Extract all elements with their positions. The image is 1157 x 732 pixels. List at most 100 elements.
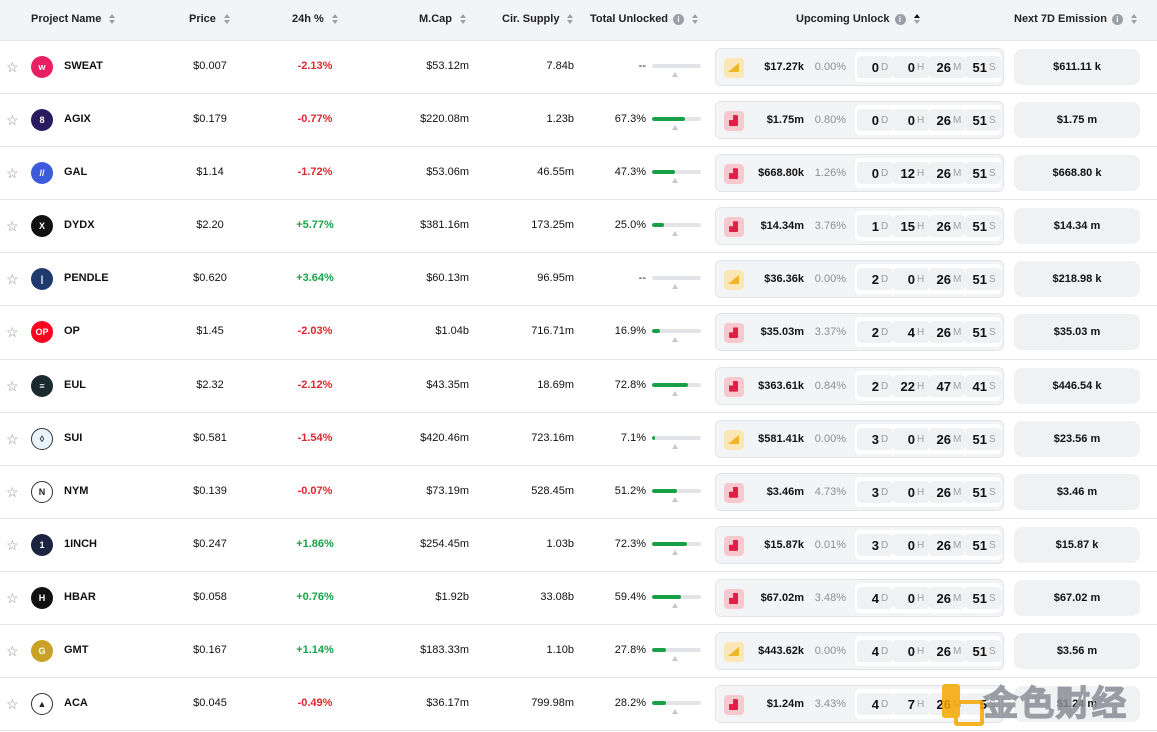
- table-row[interactable]: ☆ X DYDX $2.20 +5.77% $381.16m 173.25m 25.0% $14…: [0, 200, 1157, 254]
- token-symbol[interactable]: NYM: [64, 484, 89, 497]
- table-row[interactable]: ☆ 1 1INCH $0.247 +1.86% $254.45m 1.03b 72.3% $15…: [0, 519, 1157, 572]
- token-symbol[interactable]: OP: [64, 325, 80, 338]
- upcoming-unlock-card[interactable]: $581.41k 0.00% 3 D 0 H 26 M 51 S: [715, 419, 1004, 458]
- star-icon[interactable]: ☆: [6, 165, 19, 182]
- upcoming-unlock-card[interactable]: $668.80k 1.26% 0 D 12 H 26 M 51 S: [715, 154, 1004, 193]
- col-supply[interactable]: Cir. Supply: [502, 13, 574, 25]
- token-symbol[interactable]: GAL: [64, 166, 88, 179]
- supply-value: 723.16m: [531, 431, 574, 444]
- countdown-segment: [893, 427, 929, 450]
- upcoming-unlock-card[interactable]: $15.87k 0.01% 3 D 0 H 26 M 51 S: [715, 525, 1004, 564]
- next-emission-value[interactable]: $14.34 m: [1014, 208, 1140, 245]
- star-icon[interactable]: ☆: [6, 112, 19, 129]
- info-icon[interactable]: i: [894, 13, 906, 25]
- star-icon[interactable]: ☆: [6, 643, 19, 660]
- next-emission-value[interactable]: $3.46 m: [1014, 473, 1140, 510]
- sort-icon[interactable]: [692, 14, 699, 24]
- table-row[interactable]: ☆ ≡ EUL $2.32 -2.12% $43.35m 18.69m 72.8% $363.6…: [0, 360, 1157, 413]
- next-emission-value[interactable]: $23.56 m: [1014, 420, 1140, 457]
- sort-icon[interactable]: [223, 14, 230, 24]
- upcoming-unlock-card[interactable]: $14.34m 3.76% 1 D 15 H 26 M 51 S: [715, 207, 1004, 246]
- token-symbol[interactable]: HBAR: [64, 590, 96, 603]
- info-icon[interactable]: i: [673, 13, 685, 25]
- countdown-segment: [893, 56, 929, 78]
- upcoming-unlock-card[interactable]: $67.02m 3.48% 4 D 0 H 26 M 51 S: [715, 578, 1004, 617]
- countdown-m-value: 26: [936, 60, 951, 75]
- col-price[interactable]: Price: [189, 13, 230, 25]
- countdown-segment: [929, 640, 965, 663]
- token-symbol[interactable]: DYDX: [64, 219, 95, 232]
- sort-icon[interactable]: [1130, 14, 1137, 24]
- upcoming-unlock-card[interactable]: $36.36k 0.00% 2 D 0 H 26 M 51 S: [715, 260, 1004, 299]
- table-row[interactable]: ☆ OP OP $1.45 -2.03% $1.04b 716.71m 16.9% $35.03…: [0, 306, 1157, 360]
- token-table-body: ☆ w SWEAT $0.007 -2.13% $53.12m 7.84b -- $17.27k…: [0, 41, 1157, 732]
- token-symbol[interactable]: GMT: [64, 644, 89, 657]
- sort-icon[interactable]: [460, 14, 466, 24]
- next-emission-value[interactable]: $218.98 k: [1014, 261, 1140, 298]
- next-emission-value[interactable]: $15.87 k: [1014, 526, 1140, 563]
- star-icon[interactable]: ☆: [6, 696, 19, 713]
- token-symbol[interactable]: EUL: [64, 378, 86, 391]
- col-upcoming-unlock[interactable]: Upcoming Unlock i: [796, 13, 920, 25]
- upcoming-unlock-card[interactable]: $35.03m 3.37% 2 D 4 H 26 M 51 S: [715, 313, 1004, 352]
- countdown-d-value: 4: [871, 644, 879, 660]
- col-mcap[interactable]: M.Cap: [419, 13, 466, 25]
- token-symbol[interactable]: SUI: [64, 431, 83, 444]
- table-row[interactable]: ☆ ◊ SUI $0.581 -1.54% $420.46m 723.16m 7.1% $581…: [0, 413, 1157, 466]
- countdown-s-value: 51: [972, 113, 987, 129]
- next-emission-value[interactable]: $668.80 k: [1014, 155, 1140, 192]
- table-row[interactable]: ☆ G GMT $0.167 +1.14% $183.33m 1.10b 27.8% $443.…: [0, 625, 1157, 679]
- col-supply-label: Cir. Supply: [502, 13, 560, 25]
- token-symbol[interactable]: ACA: [64, 697, 88, 710]
- star-icon[interactable]: ☆: [6, 59, 19, 75]
- upcoming-unlock-card[interactable]: $3.46m 4.73% 3 D 0 H 26 M 51 S: [715, 472, 1004, 511]
- mcap-value: $53.06m: [426, 166, 469, 179]
- upcoming-unlock-card[interactable]: $1.75m 0.80% 0 D 0 H 26 M 51 S: [715, 101, 1004, 140]
- table-row[interactable]: ☆ | PENDLE $0.620 +3.64% $60.13m 96.95m -- $36.3…: [0, 253, 1157, 307]
- star-icon[interactable]: ☆: [6, 589, 19, 606]
- table-row[interactable]: ☆ N NYM $0.139 -0.07% $73.19m 528.45m 51.2% $3.4…: [0, 466, 1157, 519]
- next-emission-value[interactable]: $1.75 m: [1014, 102, 1140, 139]
- col-24h[interactable]: 24h %: [292, 13, 338, 25]
- upcoming-unlock-card[interactable]: $17.27k 0.00% 0 D 0 H 26 M 51 S: [715, 48, 1004, 86]
- next-emission-value[interactable]: $1.24 m: [1014, 686, 1140, 723]
- token-symbol[interactable]: PENDLE: [64, 272, 109, 285]
- sort-icon[interactable]: [109, 14, 116, 24]
- supply-value: 173.25m: [531, 219, 574, 232]
- token-symbol[interactable]: AGIX: [64, 113, 91, 126]
- star-icon[interactable]: ☆: [6, 377, 19, 394]
- table-row[interactable]: ☆ 8 AGIX $0.179 -0.77% $220.08m 1.23b 67.3% $1.7…: [0, 94, 1157, 148]
- star-icon[interactable]: ☆: [6, 324, 19, 341]
- col-next-emission[interactable]: Next 7D Emission i: [1014, 13, 1137, 25]
- upcoming-unlock-card[interactable]: $363.61k 0.84% 2 D 22 H 47 M 41 S: [715, 366, 1004, 405]
- sort-icon[interactable]: [331, 14, 338, 24]
- token-symbol[interactable]: 1INCH: [64, 537, 98, 550]
- star-icon[interactable]: ☆: [6, 483, 19, 500]
- next-emission-value[interactable]: $35.03 m: [1014, 314, 1140, 351]
- countdown-segment: [929, 533, 965, 556]
- change-24h-value: -2.03%: [297, 325, 333, 338]
- countdown-segment: [929, 56, 965, 78]
- star-icon[interactable]: ☆: [6, 271, 19, 288]
- table-row[interactable]: ☆ // GAL $1.14 -1.72% $53.06m 46.55m 47.3% $668.…: [0, 147, 1157, 201]
- star-icon[interactable]: ☆: [6, 430, 19, 447]
- star-icon[interactable]: ☆: [6, 218, 19, 235]
- table-row[interactable]: ☆ w SWEAT $0.007 -2.13% $53.12m 7.84b -- $17.27k…: [0, 41, 1157, 95]
- next-emission-value[interactable]: $67.02 m: [1014, 579, 1140, 616]
- star-icon[interactable]: ☆: [6, 536, 19, 553]
- col-total-unlocked[interactable]: Total Unlocked i: [590, 13, 699, 25]
- info-icon[interactable]: i: [1111, 13, 1123, 25]
- countdown-s-unit: S: [989, 221, 996, 233]
- token-symbol[interactable]: SWEAT: [64, 60, 103, 72]
- sort-active-icon[interactable]: [913, 14, 920, 24]
- supply-value: 18.69m: [537, 378, 574, 391]
- upcoming-unlock-card[interactable]: $443.62k 0.00% 4 D 0 H 26 M 51 S: [715, 632, 1004, 671]
- sort-icon[interactable]: [567, 14, 574, 24]
- next-emission-value[interactable]: $611.11 k: [1014, 49, 1140, 85]
- next-emission-value[interactable]: $446.54 k: [1014, 367, 1140, 404]
- next-emission-value[interactable]: $3.56 m: [1014, 633, 1140, 670]
- countdown-timer: 1 D 15 H 26 M 51 S: [855, 211, 1001, 242]
- col-project-name[interactable]: Project Name: [31, 13, 116, 25]
- countdown-s-unit: S: [989, 327, 996, 339]
- table-row[interactable]: ☆ H HBAR $0.058 +0.76% $1.92b 33.08b 59.4% $67.0…: [0, 572, 1157, 626]
